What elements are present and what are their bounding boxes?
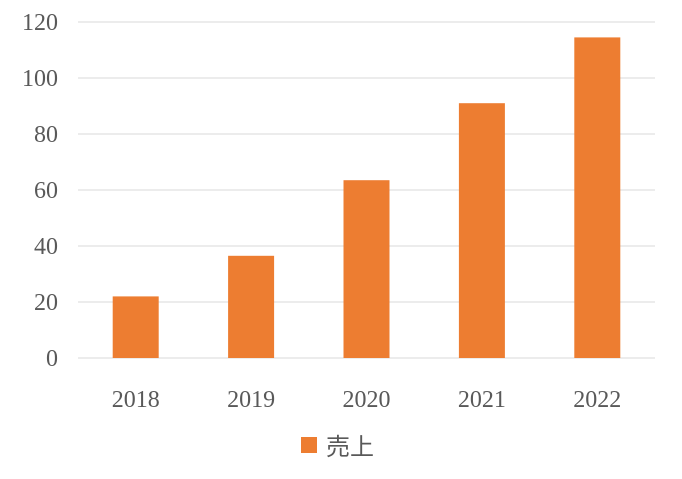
bar-2020	[343, 180, 390, 358]
bars	[112, 37, 621, 359]
x-tick-label-2020: 2020	[343, 387, 391, 413]
y-tick-label-100: 100	[22, 66, 58, 92]
y-tick-label-40: 40	[34, 234, 58, 260]
y-tick-label-20: 20	[34, 290, 58, 316]
legend-swatch	[301, 437, 317, 453]
x-tick-label-2022: 2022	[573, 387, 621, 413]
y-tick-label-0: 0	[46, 346, 58, 372]
x-tick-label-2021: 2021	[458, 387, 506, 413]
legend: 売上	[301, 433, 374, 461]
bar-2021	[458, 103, 505, 358]
y-tick-label-80: 80	[34, 122, 58, 148]
legend-label-sales: 売上	[326, 433, 374, 461]
y-tick-label-120: 120	[22, 10, 58, 36]
bar-2019	[228, 255, 275, 358]
bar-2018	[112, 296, 159, 358]
x-tick-label-2018: 2018	[112, 387, 160, 413]
y-axis-tick-labels: 0 20 40 60 80 100 120	[22, 10, 58, 372]
x-axis-tick-labels: 2018 2019 2020 2021 2022	[112, 387, 622, 413]
y-tick-label-60: 60	[34, 178, 58, 204]
bar-2022	[574, 37, 621, 359]
x-tick-label-2019: 2019	[227, 387, 275, 413]
